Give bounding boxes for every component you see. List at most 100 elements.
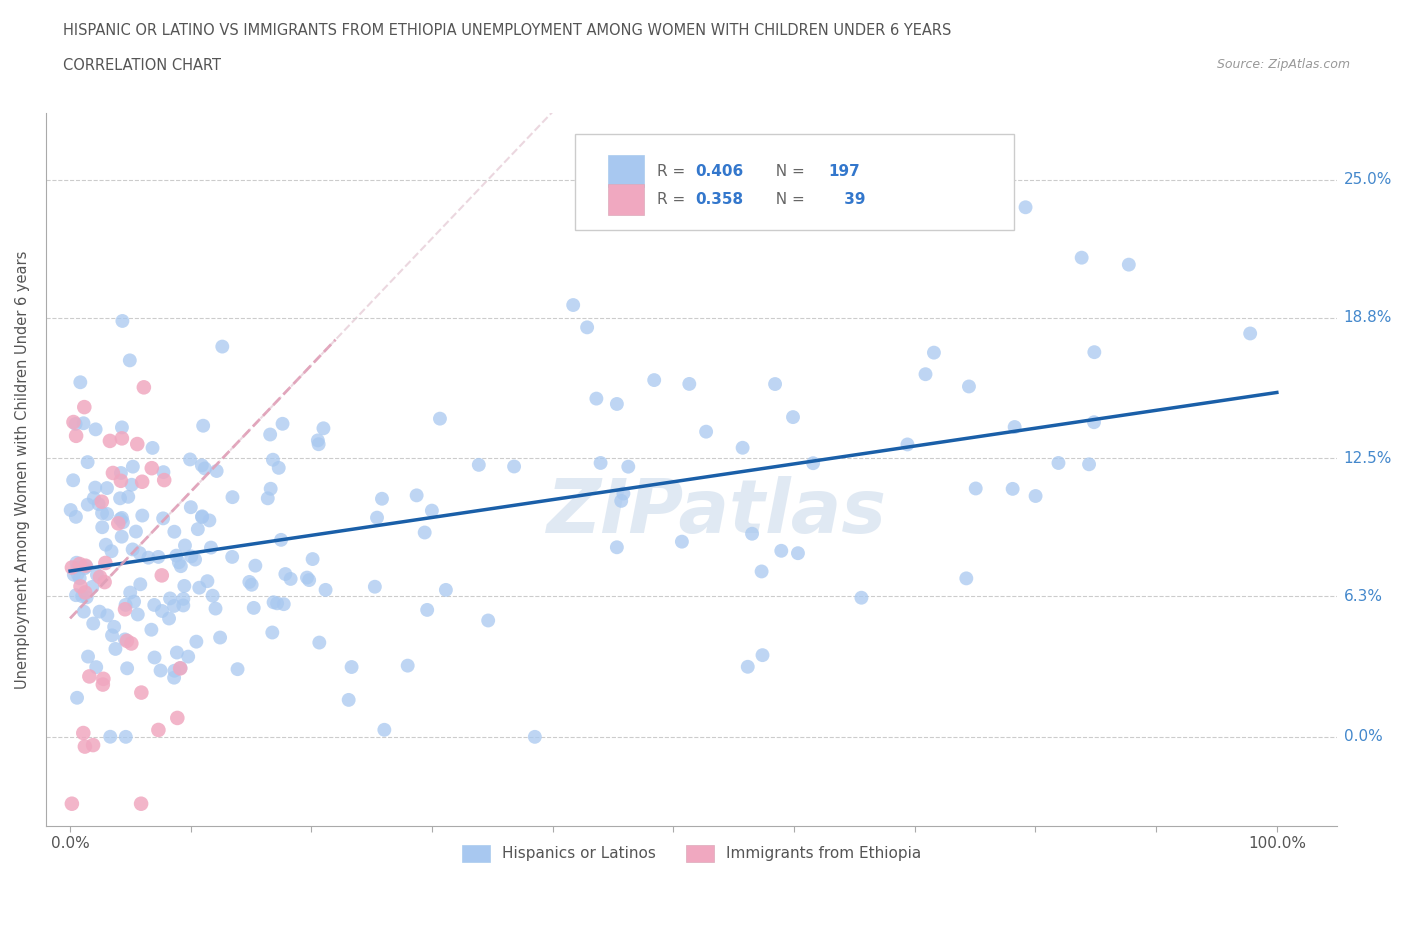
Text: R =: R =: [657, 164, 690, 179]
Point: [468, 458, 491, 472]
Point: [180, 499, 202, 514]
Point: [120, 585, 142, 600]
Point: [121, 459, 143, 474]
Point: [922, 345, 945, 360]
Point: [60, 796, 83, 811]
Point: [1239, 326, 1261, 341]
Point: [129, 796, 152, 811]
Point: [65, 510, 87, 525]
Point: [72, 725, 94, 740]
Point: [914, 366, 936, 381]
Point: [141, 441, 163, 456]
Point: [73, 400, 96, 415]
Point: [127, 607, 149, 622]
Point: [150, 604, 173, 618]
Point: [65, 429, 87, 444]
Point: [152, 465, 174, 480]
Point: [896, 437, 918, 452]
Point: [172, 591, 194, 606]
Point: [259, 427, 281, 442]
Text: HISPANIC OR LATINO VS IMMIGRANTS FROM ETHIOPIA UNEMPLOYMENT AMONG WOMEN WITH CHI: HISPANIC OR LATINO VS IMMIGRANTS FROM ET…: [63, 23, 952, 38]
Point: [96, 507, 118, 522]
Point: [75, 558, 97, 573]
Point: [678, 377, 700, 392]
Point: [76, 559, 98, 574]
Point: [82, 616, 104, 631]
Point: [396, 658, 419, 673]
Point: [103, 619, 125, 634]
Point: [121, 477, 143, 492]
Point: [91, 506, 114, 521]
Point: [65, 417, 87, 432]
Point: [263, 595, 285, 610]
Point: [1078, 457, 1101, 472]
Point: [69, 571, 91, 586]
Point: [66, 561, 89, 576]
Point: [337, 693, 360, 708]
Point: [76, 455, 98, 470]
Point: [115, 633, 138, 648]
Point: [1083, 345, 1105, 360]
Point: [110, 512, 132, 526]
Point: [111, 431, 134, 445]
Point: [429, 411, 451, 426]
Point: [209, 631, 232, 645]
Text: 0.406: 0.406: [696, 164, 744, 179]
Legend: Hispanics or Latinos, Immigrants from Ethiopia: Hispanics or Latinos, Immigrants from Et…: [456, 839, 927, 869]
Point: [770, 543, 793, 558]
Point: [643, 373, 665, 388]
Point: [301, 551, 323, 566]
Point: [93, 671, 115, 686]
Point: [242, 601, 264, 616]
Point: [84, 659, 107, 674]
Point: [111, 511, 134, 525]
Point: [731, 440, 754, 455]
Point: [617, 459, 640, 474]
Point: [308, 437, 330, 452]
Point: [1004, 419, 1026, 434]
Point: [75, 585, 97, 600]
Point: [197, 574, 219, 589]
Point: [188, 580, 211, 595]
Point: [77, 649, 100, 664]
Point: [238, 575, 260, 590]
Point: [117, 489, 139, 504]
Point: [101, 466, 124, 481]
Point: [180, 549, 202, 564]
Point: [169, 660, 191, 675]
Point: [90, 494, 112, 509]
Point: [148, 723, 170, 737]
Point: [72, 416, 94, 431]
Text: ZIPatlas: ZIPatlas: [547, 475, 887, 549]
Point: [89, 569, 111, 584]
Point: [91, 677, 114, 692]
Text: N =: N =: [766, 164, 810, 179]
Point: [114, 632, 136, 647]
Point: [131, 474, 153, 489]
Point: [128, 546, 150, 561]
Point: [166, 711, 188, 725]
Point: [143, 597, 166, 612]
Point: [153, 472, 176, 487]
Point: [267, 460, 290, 475]
Point: [200, 540, 222, 555]
Point: [307, 433, 329, 448]
Point: [191, 458, 214, 472]
Point: [129, 577, 152, 591]
Point: [121, 542, 143, 557]
Point: [93, 575, 115, 590]
Point: [159, 591, 181, 605]
Point: [118, 352, 141, 367]
Text: 6.3%: 6.3%: [1344, 589, 1382, 604]
Point: [104, 642, 127, 657]
Point: [62, 415, 84, 430]
Point: [115, 661, 138, 676]
Point: [405, 488, 427, 503]
Point: [141, 622, 163, 637]
Text: 0.358: 0.358: [696, 193, 744, 207]
Point: [86, 567, 108, 582]
Point: [163, 599, 186, 614]
Point: [610, 494, 633, 509]
Point: [100, 544, 122, 559]
Point: [69, 579, 91, 594]
